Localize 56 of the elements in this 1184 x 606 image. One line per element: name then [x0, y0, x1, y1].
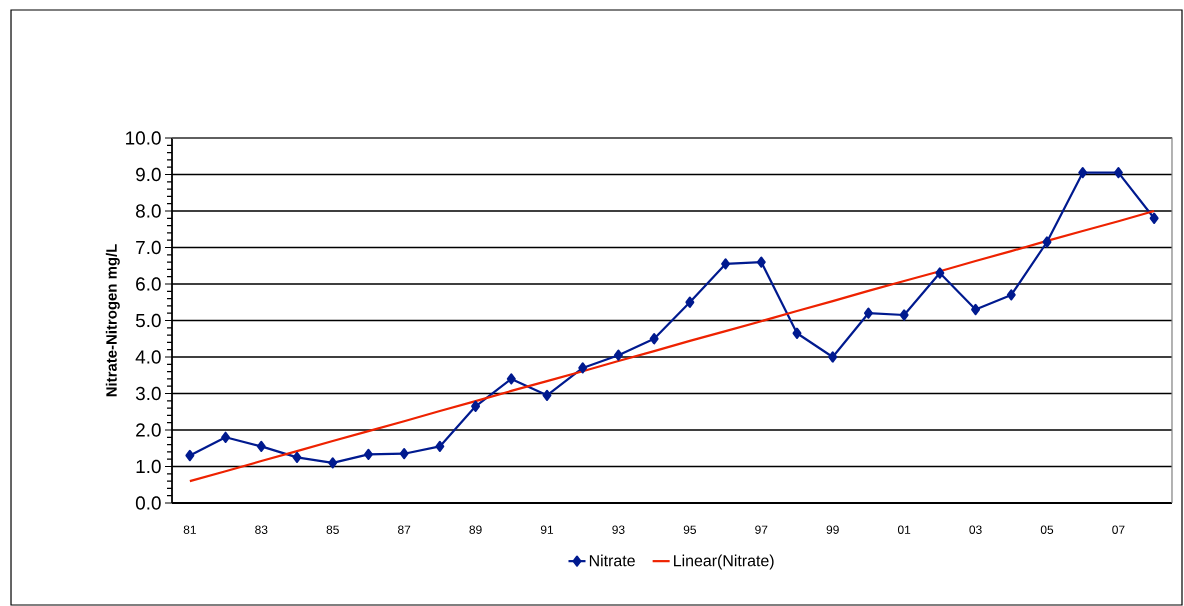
legend-label: Linear(Nitrate) — [674, 554, 774, 570]
x-tick-label: 97 — [755, 525, 768, 534]
x-tick-label: 85 — [326, 525, 339, 534]
point — [1078, 167, 1088, 179]
point — [471, 400, 481, 412]
x-tick-label: 03 — [969, 525, 982, 534]
y-tick-label: 4.0 — [135, 350, 161, 364]
point — [971, 303, 981, 316]
x-tick-label: 01 — [897, 525, 911, 534]
point — [221, 431, 231, 443]
x-tick-label: 95 — [683, 525, 696, 534]
y-tick-label: 5.0 — [135, 313, 161, 328]
y-tick-label: 1.0 — [136, 459, 161, 474]
point — [1113, 167, 1123, 179]
point — [649, 333, 659, 345]
point — [256, 440, 266, 453]
y-tick-label: 2.0 — [136, 423, 161, 437]
x-tick-label: 07 — [1112, 525, 1125, 534]
y-tick-label: 0.0 — [135, 496, 161, 510]
y-tick-label: 7.0 — [136, 240, 161, 255]
y-tick-label: 9.0 — [136, 167, 161, 182]
y-tick-label: 10.0 — [126, 131, 161, 145]
y-tick-label: 3.0 — [135, 386, 161, 401]
y-tick-label: 8.0 — [136, 204, 161, 218]
y-axis-title: Nitrate-Nitrogen mg/L — [105, 244, 120, 397]
point — [721, 258, 731, 270]
point — [542, 389, 552, 401]
x-tick-label: 93 — [612, 525, 625, 534]
point — [506, 373, 516, 385]
point — [1006, 289, 1016, 301]
point — [292, 451, 302, 463]
x-tick-label: 99 — [826, 525, 839, 534]
point — [1149, 212, 1159, 224]
point — [578, 362, 588, 374]
point — [828, 351, 838, 363]
point — [399, 448, 409, 460]
x-tick-label: 89 — [469, 525, 482, 534]
point — [685, 296, 695, 308]
point — [1042, 236, 1052, 248]
point — [363, 448, 373, 461]
point — [899, 309, 909, 321]
y-tick-label: 6.0 — [136, 277, 161, 291]
point — [185, 449, 195, 462]
x-tick-label: 05 — [1040, 525, 1054, 534]
x-tick-label: 87 — [398, 525, 411, 534]
x-tick-label: 91 — [540, 525, 554, 534]
point — [435, 440, 445, 453]
x-tick-label: 83 — [255, 525, 268, 534]
x-tick-label: 81 — [183, 525, 196, 534]
point — [756, 256, 766, 268]
point — [613, 349, 623, 361]
point — [328, 457, 338, 469]
legend-label: Nitrate — [589, 554, 635, 567]
point — [935, 267, 945, 279]
point — [792, 327, 802, 339]
point — [863, 307, 873, 319]
